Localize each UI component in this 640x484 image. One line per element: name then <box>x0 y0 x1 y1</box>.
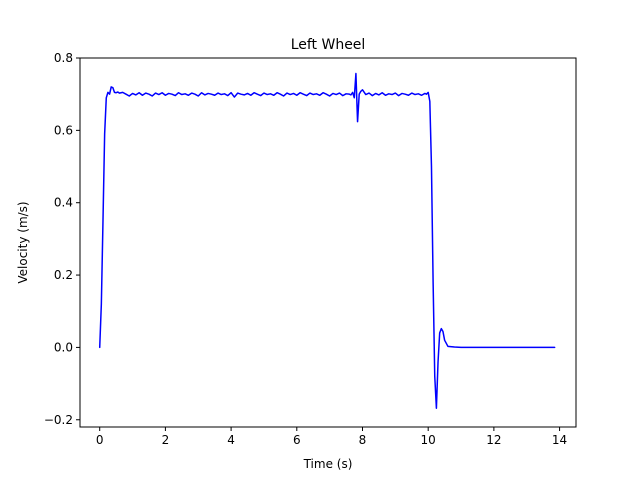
y-axis-ticks: −0.2 0.0 0.2 0.4 0.6 0.8 <box>44 51 80 427</box>
x-tick-label: 0 <box>96 433 104 447</box>
y-tick-label: 0.4 <box>54 196 73 210</box>
series-line <box>98 72 556 409</box>
x-tick-label: 12 <box>486 433 501 447</box>
x-tick-label: 4 <box>227 433 235 447</box>
plot-area-frame <box>79 57 577 428</box>
y-tick-label: 0.6 <box>54 123 73 137</box>
x-tick-label: 6 <box>293 433 301 447</box>
y-tick-label: −0.2 <box>44 413 73 427</box>
x-tick-label: 10 <box>421 433 436 447</box>
x-tick-label: 14 <box>552 433 567 447</box>
y-axis-label: Velocity (m/s) <box>16 201 30 283</box>
y-tick-label: 0.0 <box>54 340 73 354</box>
y-tick-label: 0.2 <box>54 268 73 282</box>
series-layer <box>98 72 556 409</box>
x-tick-label: 2 <box>162 433 170 447</box>
y-tick-label: 0.8 <box>54 51 73 65</box>
chart-title: Left Wheel <box>291 37 366 53</box>
x-axis-label: Time (s) <box>303 457 353 471</box>
x-axis-ticks: 0 2 4 6 8 10 12 14 <box>96 427 567 447</box>
x-tick-label: 8 <box>359 433 367 447</box>
